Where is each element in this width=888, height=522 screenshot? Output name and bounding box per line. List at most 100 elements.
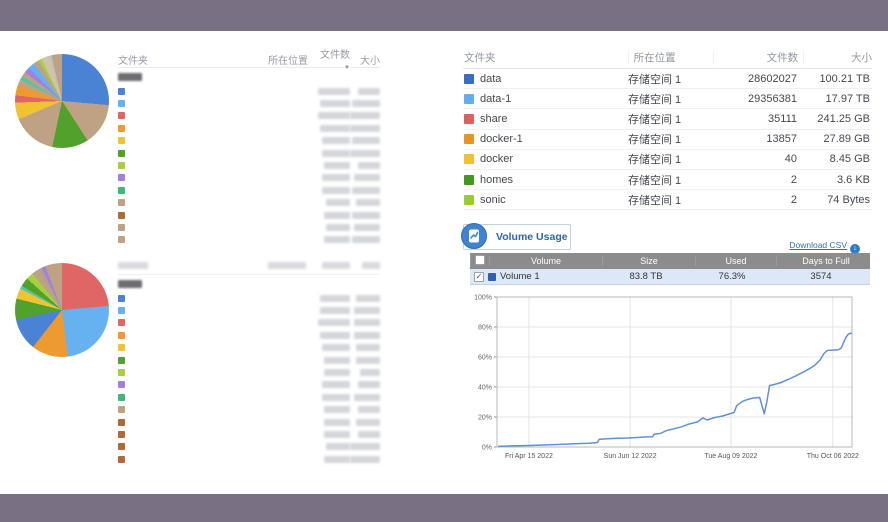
header-location[interactable]: 所在位置 xyxy=(268,55,308,67)
folder-name: data-1 xyxy=(480,92,512,105)
folder-color-swatch xyxy=(118,124,125,132)
list-header[interactable]: 文件夹 所在位置 文件数▼ 大小 xyxy=(118,50,380,71)
folder-table: 文件夹 所在位置 文件数 大小 data 存储空间 1 28602027 100.21… xyxy=(463,47,872,211)
list-item-blurred[interactable] xyxy=(118,172,380,184)
volume-used: 76.3% xyxy=(718,271,746,282)
blurred-count xyxy=(320,294,350,302)
select-all-checkbox[interactable] xyxy=(475,255,485,265)
header-days-to-full[interactable]: Days to Full xyxy=(776,256,875,266)
list-item-blurred[interactable] xyxy=(118,147,380,159)
list-item-blurred[interactable] xyxy=(118,292,380,304)
folder-row[interactable]: sonic 存储空间 1 2 74 Bytes xyxy=(463,190,872,211)
list-item-blurred[interactable] xyxy=(118,366,380,378)
header-size[interactable]: 大小 xyxy=(360,55,380,67)
blurred-count xyxy=(318,112,350,120)
y-axis-label: 20% xyxy=(478,415,492,422)
list-item-blurred[interactable] xyxy=(118,85,380,97)
volume-row[interactable]: ✓ Volume 1 83.8 TB 76.3% 3574 xyxy=(470,269,870,285)
folder-size: 3.6 KB xyxy=(836,173,870,186)
select-all-checkbox-cell[interactable] xyxy=(470,255,489,267)
list-item-blurred[interactable] xyxy=(118,379,380,391)
list-item-blurred[interactable] xyxy=(118,428,380,440)
blurred-size xyxy=(354,307,380,315)
folder-color-swatch xyxy=(118,186,125,194)
list-item-blurred[interactable] xyxy=(118,122,380,134)
blurred-count xyxy=(320,124,350,132)
folder-size: 100.21 TB xyxy=(819,72,870,85)
row-checkbox[interactable]: ✓ xyxy=(474,272,484,282)
list-item-blurred[interactable] xyxy=(118,197,380,209)
header-folder[interactable]: 文件夹 xyxy=(464,52,496,64)
folder-name: share xyxy=(480,112,508,125)
blurred-count xyxy=(322,149,350,157)
header-count[interactable]: 文件数▼ xyxy=(320,50,350,71)
folder-table-header[interactable]: 文件夹 所在位置 文件数 大小 xyxy=(463,47,872,69)
tab-volume-usage[interactable]: Volume Usage xyxy=(461,223,571,250)
folder-row[interactable]: docker-1 存储空间 1 13857 27.89 GB xyxy=(463,130,872,150)
folder-count: 2 xyxy=(790,173,797,186)
list-item-blurred[interactable] xyxy=(118,110,380,122)
pie-chart-top xyxy=(15,54,109,148)
list-item-blurred[interactable] xyxy=(118,234,380,246)
header-volume[interactable]: Volume xyxy=(489,256,602,266)
x-axis-label: Thu Oct 06 2022 xyxy=(807,453,859,460)
folder-color-swatch xyxy=(464,93,474,104)
list-item-blurred[interactable] xyxy=(118,453,380,465)
volume-table: Volume Size Used Days to Full ✓ Volume 1… xyxy=(470,253,870,285)
folder-color-swatch xyxy=(464,113,474,124)
download-csv-link[interactable]: Download CSV ↓ xyxy=(700,240,860,254)
header-location[interactable]: 所在位置 xyxy=(627,50,714,65)
blurred-size xyxy=(356,418,380,426)
blurred-size xyxy=(358,406,380,414)
folder-color-swatch xyxy=(118,307,125,315)
blurred-size xyxy=(350,112,380,120)
download-circle-icon[interactable]: ↓ xyxy=(850,244,860,254)
volume-table-header: Volume Size Used Days to Full xyxy=(470,253,870,269)
header-size[interactable]: Size xyxy=(602,256,695,266)
blurred-count xyxy=(324,418,350,426)
sort-arrow-icon: ▼ xyxy=(344,65,350,71)
blurred-size xyxy=(354,319,380,327)
list-item-blurred[interactable] xyxy=(118,135,380,147)
header-size[interactable]: 大小 xyxy=(803,50,872,65)
y-axis-label: 0% xyxy=(482,445,492,452)
back-item-blurred[interactable] xyxy=(118,73,142,81)
list-item-blurred[interactable] xyxy=(118,354,380,366)
folder-row[interactable]: docker 存储空间 1 40 8.45 GB xyxy=(463,150,872,170)
header-folder[interactable]: 文件夹 xyxy=(118,55,148,67)
usage-series-line xyxy=(498,332,853,448)
folder-color-swatch xyxy=(118,381,125,389)
blurred-count xyxy=(322,174,350,182)
list-item-blurred[interactable] xyxy=(118,342,380,354)
list-item-blurred[interactable] xyxy=(118,391,380,403)
blurred-count xyxy=(318,87,350,95)
folder-color-swatch xyxy=(118,344,125,352)
folder-row[interactable]: homes 存储空间 1 2 3.6 KB xyxy=(463,170,872,191)
blurred-size xyxy=(354,331,380,339)
blurred-size xyxy=(360,369,380,377)
list-item-blurred[interactable] xyxy=(118,97,380,109)
blurred-size xyxy=(358,430,380,438)
list-item-blurred[interactable] xyxy=(118,329,380,341)
list-item-blurred[interactable] xyxy=(118,304,380,316)
list-item-blurred[interactable] xyxy=(118,221,380,233)
header-count[interactable]: 文件数 xyxy=(713,50,803,65)
back-item-blurred[interactable] xyxy=(118,280,142,288)
folder-row[interactable]: data-1 存储空间 1 29356381 17.97 TB xyxy=(463,89,872,110)
list-item-blurred[interactable] xyxy=(118,159,380,171)
list-item-blurred[interactable] xyxy=(118,209,380,221)
list-item-blurred[interactable] xyxy=(118,317,380,329)
header-used[interactable]: Used xyxy=(695,256,776,266)
list-item-blurred[interactable] xyxy=(118,416,380,428)
list-item-blurred[interactable] xyxy=(118,404,380,416)
folder-row[interactable]: data 存储空间 1 28602027 100.21 TB xyxy=(463,69,872,90)
list-item-blurred[interactable] xyxy=(118,184,380,196)
download-csv-label[interactable]: Download CSV xyxy=(789,240,847,250)
folder-color-swatch xyxy=(118,294,125,302)
blurred-count xyxy=(320,331,350,339)
list-header-blurred[interactable] xyxy=(118,258,380,275)
list-item-blurred[interactable] xyxy=(118,441,380,453)
folder-location: 存储空间 1 xyxy=(628,174,682,187)
folder-row[interactable]: share 存储空间 1 35111 241.25 GB xyxy=(463,109,872,130)
